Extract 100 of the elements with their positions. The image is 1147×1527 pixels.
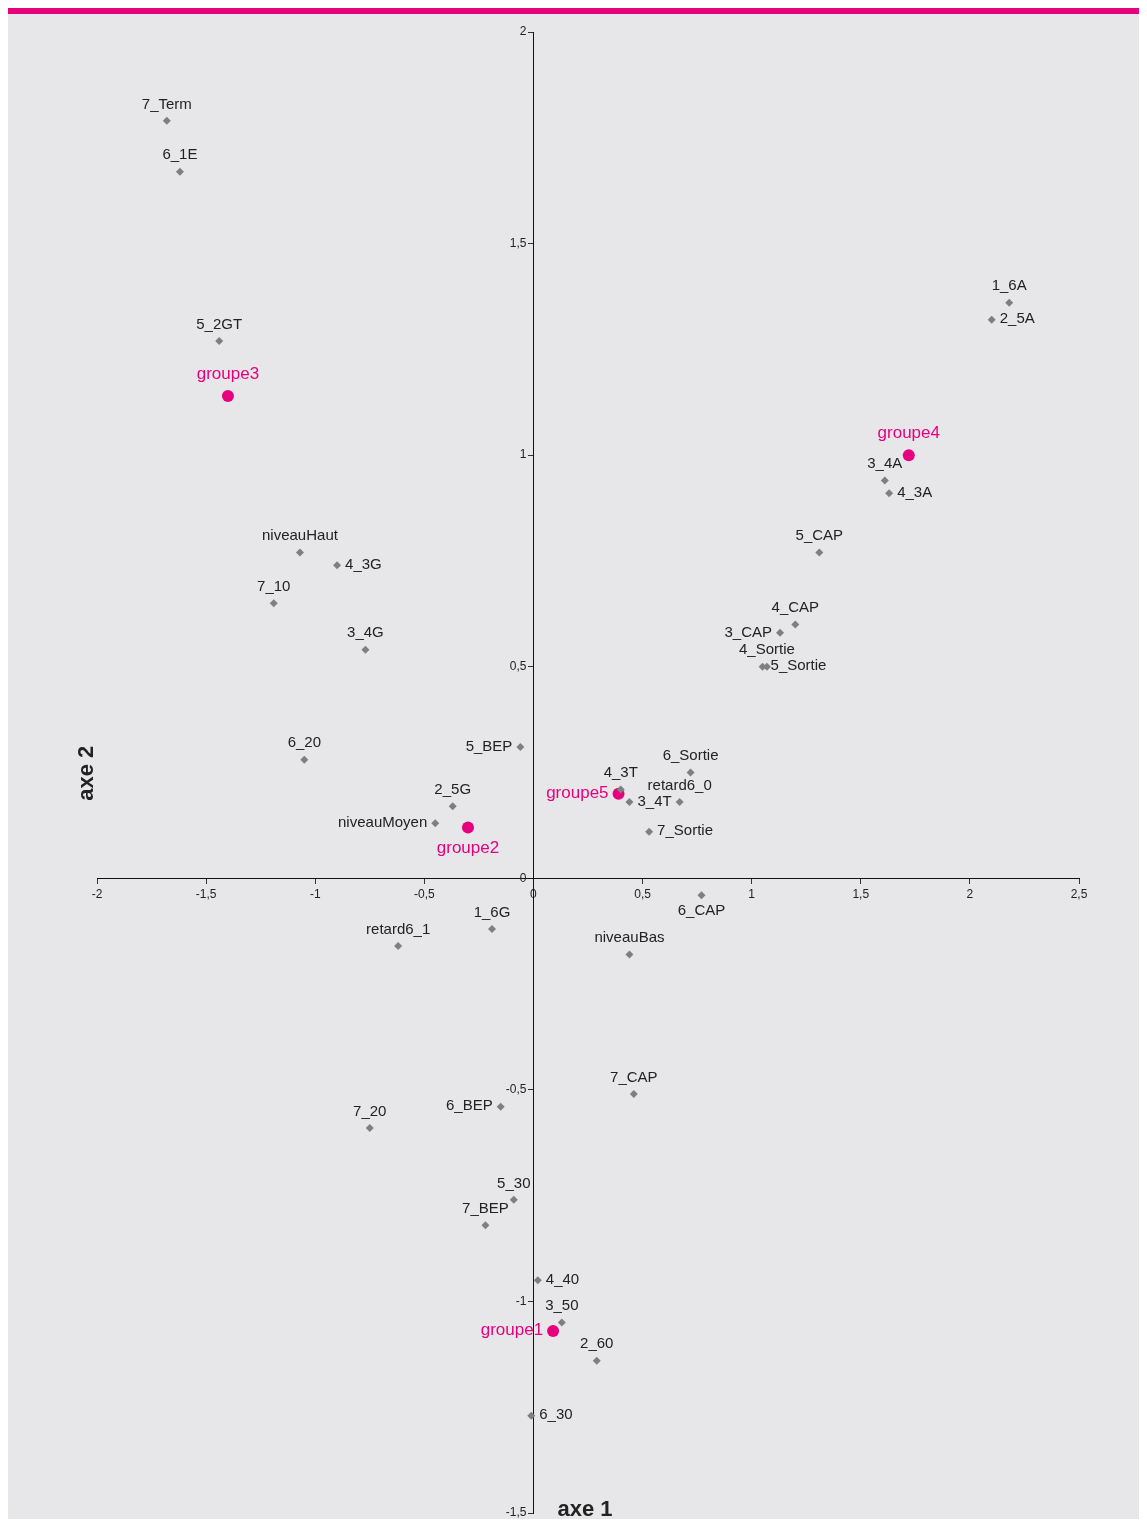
point (269, 599, 278, 608)
point (776, 628, 785, 637)
point (361, 645, 370, 654)
point (885, 489, 894, 498)
annotation: 4_3A (897, 482, 933, 500)
point (547, 1325, 560, 1338)
point (295, 548, 304, 557)
point (394, 941, 403, 950)
annotation: 7_BEP (462, 1198, 509, 1216)
point (448, 802, 457, 811)
point (461, 821, 474, 834)
point (533, 1276, 542, 1285)
y-tick-label: 2 (519, 24, 527, 39)
point (487, 925, 496, 934)
point (215, 336, 224, 345)
point (1005, 298, 1014, 307)
annotation: 6_30 (539, 1405, 573, 1423)
point (791, 620, 800, 629)
point (333, 561, 342, 570)
point (221, 389, 234, 402)
point (815, 548, 824, 557)
annotation: 3_CAP (724, 622, 773, 640)
annotation: 3_4G (347, 623, 384, 641)
point (509, 1195, 518, 1204)
y-tick-label: -1,5 (505, 1505, 527, 1520)
point (697, 891, 706, 900)
point (365, 1123, 374, 1132)
point (527, 1411, 536, 1420)
annotation: niveauHaut (262, 526, 339, 544)
annotation: 1_6A (991, 276, 1027, 294)
x-tick-label: -0,5 (413, 886, 435, 901)
point (686, 768, 695, 777)
annotation: retard6_1 (366, 919, 431, 937)
x-tick-label: -2 (91, 886, 103, 901)
annotation: niveauBas (594, 928, 665, 946)
annotation: 4_3T (603, 763, 638, 781)
y-tick-label: -1 (515, 1293, 527, 1308)
annotation: 5_BEP (465, 736, 513, 754)
y-axis-title: axe 2 (73, 745, 99, 801)
annotation: 3_4A (867, 454, 903, 472)
annotation: 6_1E (162, 145, 198, 163)
point (175, 167, 184, 176)
point (592, 1356, 601, 1365)
annotation: groupe2 (436, 837, 500, 857)
annotation: 6_BEP (446, 1096, 493, 1114)
annotation: retard6_0 (647, 775, 712, 793)
annotation: 2_5A (999, 309, 1035, 327)
annotation: 4_CAP (771, 598, 820, 616)
annotation: 4_Sortie (739, 640, 795, 658)
y-tick-label: 1 (519, 447, 527, 462)
annotation: 6_Sortie (662, 746, 719, 764)
x-tick-label: 1,5 (852, 886, 870, 901)
annotation: groupe5 (546, 782, 609, 802)
annotation: 7_Sortie (657, 821, 713, 839)
annotation: 5_Sortie (770, 656, 827, 674)
x-tick-label: 0,5 (634, 886, 652, 901)
y-tick-label: 0,5 (509, 659, 527, 674)
annotation: 5_30 (497, 1173, 531, 1191)
annotation: 5_2GT (196, 314, 243, 332)
annotation: 2_5G (434, 779, 472, 797)
point (616, 785, 625, 794)
annotation: 7_Term (141, 94, 192, 112)
point (162, 116, 171, 125)
annotation: niveauMoyen (338, 812, 428, 830)
x-tick-label: 2,5 (1070, 886, 1088, 901)
y-tick-label: 1,5 (509, 235, 527, 250)
annotation: 4_40 (545, 1269, 580, 1287)
point (431, 819, 440, 828)
annotation: 4_3G (345, 554, 382, 572)
x-axis-title: axe 1 (557, 1496, 613, 1522)
point (481, 1221, 490, 1230)
point (645, 827, 654, 836)
annotation: 3_4T (637, 791, 672, 809)
point (625, 950, 634, 959)
annotation: 7_20 (353, 1101, 387, 1119)
annotation: 3_50 (545, 1296, 579, 1314)
annotation: 7_CAP (610, 1067, 658, 1085)
point (516, 743, 525, 752)
annotation: 6_20 (287, 733, 321, 751)
annotation: 7_10 (257, 576, 291, 594)
annotation: groupe4 (877, 423, 940, 443)
x-tick-label: 2 (966, 886, 974, 901)
annotation: 5_CAP (795, 526, 844, 544)
point (880, 476, 889, 485)
x-tick-label: -1 (309, 886, 321, 901)
point (496, 1102, 505, 1111)
point (629, 1090, 638, 1099)
point (300, 755, 309, 764)
point (987, 315, 996, 324)
point (902, 449, 915, 462)
point (675, 798, 684, 807)
annotation: 6_CAP (677, 900, 726, 918)
point (557, 1318, 566, 1327)
x-tick-label: 1 (748, 886, 756, 901)
point (625, 798, 634, 807)
y-tick-label: -0,5 (505, 1082, 527, 1097)
annotation: groupe3 (196, 364, 260, 384)
annotation: 1_6G (473, 902, 511, 920)
annotation: 2_60 (580, 1334, 614, 1352)
x-tick-label: -1,5 (195, 886, 217, 901)
